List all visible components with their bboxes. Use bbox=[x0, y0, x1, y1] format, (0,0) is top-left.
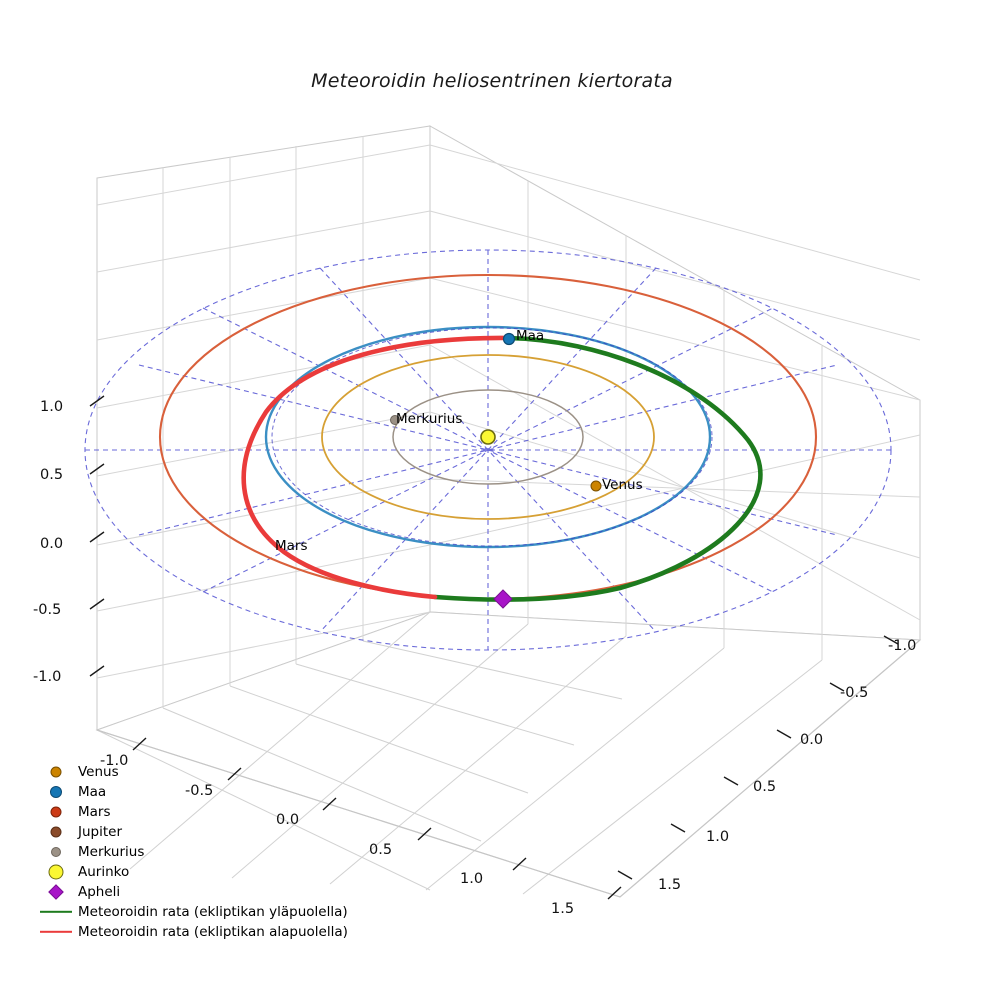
marker-merkurius bbox=[390, 415, 400, 425]
legend-label: Meteoroidin rata (ekliptikan alapuolella… bbox=[78, 924, 348, 940]
body-markers bbox=[390, 332, 602, 609]
annotation-mars: Mars bbox=[275, 538, 308, 554]
marker-venus bbox=[590, 480, 602, 492]
circle-marker-icon bbox=[38, 842, 74, 862]
page-title: Meteoroidin heliosentrinen kiertorata bbox=[311, 70, 673, 92]
diamond-marker-icon bbox=[38, 882, 74, 902]
orbit-maa-dashed bbox=[271, 327, 713, 547]
legend-label: Mars bbox=[78, 804, 111, 820]
line-marker-icon bbox=[38, 922, 74, 942]
z-tick-1: 1.0 bbox=[40, 399, 64, 415]
y-tick-3: 0.0 bbox=[800, 732, 824, 748]
annotation-merkurius: Merkurius bbox=[396, 411, 463, 427]
x-tick-5: 1.0 bbox=[460, 871, 484, 887]
circle-marker-icon bbox=[38, 802, 74, 822]
z-tick-2: 0.5 bbox=[40, 467, 64, 483]
x-tick-4: 0.5 bbox=[369, 842, 393, 858]
legend-label: Apheli bbox=[78, 884, 121, 900]
meteoroid-orbit-below bbox=[241, 335, 511, 600]
z-tick-4: -0.5 bbox=[33, 602, 62, 618]
legend-label: Aurinko bbox=[78, 864, 130, 880]
z-tick-5: -1.0 bbox=[33, 669, 62, 685]
marker-aurinko bbox=[480, 429, 496, 445]
legend-item-jupiter[interactable]: Jupiter bbox=[38, 822, 368, 842]
axis-ticks bbox=[89, 395, 899, 900]
orbit-venus bbox=[321, 354, 655, 520]
circle-marker-icon bbox=[38, 762, 74, 782]
meteoroid-orbit bbox=[241, 335, 763, 602]
y-tick-6: 1.5 bbox=[658, 877, 682, 893]
legend-item-apheli[interactable]: Apheli bbox=[38, 882, 368, 902]
legend-item-maa[interactable]: Maa bbox=[38, 782, 368, 802]
x-tick-1: -1.0 bbox=[100, 753, 129, 769]
y-tick-1: -1.0 bbox=[888, 638, 917, 654]
sun-marker-icon bbox=[38, 862, 74, 882]
x-tick-6: 1.5 bbox=[551, 901, 575, 917]
orbit-maa bbox=[264, 325, 712, 549]
legend-label: Venus bbox=[78, 764, 119, 780]
circle-marker-icon bbox=[38, 782, 74, 802]
y-tick-4: 0.5 bbox=[753, 779, 777, 795]
legend-label: Maa bbox=[78, 784, 107, 800]
marker-maa bbox=[502, 332, 516, 346]
legend-item-mars[interactable]: Mars bbox=[38, 802, 368, 822]
x-tick-3: 0.0 bbox=[276, 812, 300, 828]
line-marker-icon bbox=[38, 902, 74, 922]
legend-item-aurinko[interactable]: Aurinko bbox=[38, 862, 368, 882]
annotation-maa: Maa bbox=[516, 328, 545, 344]
x-tick-2: -0.5 bbox=[185, 783, 214, 799]
circle-marker-icon bbox=[38, 822, 74, 842]
meteoroid-orbit-above bbox=[432, 335, 763, 602]
reference-grid-polar bbox=[84, 249, 892, 651]
legend-item-venus[interactable]: Venus bbox=[38, 762, 368, 782]
legend-label: Merkurius bbox=[78, 844, 145, 860]
orbit-merkurius bbox=[392, 389, 584, 485]
z-tick-3: 0.0 bbox=[40, 536, 64, 552]
y-tick-2: -0.5 bbox=[840, 685, 869, 701]
legend-label: Jupiter bbox=[78, 824, 123, 840]
annotation-venus: Venus bbox=[602, 477, 643, 493]
axes3d-panes bbox=[95, 125, 922, 898]
legend-item-merkurius[interactable]: Merkurius bbox=[38, 842, 368, 862]
legend-label: Meteoroidin rata (ekliptikan yläpuolella… bbox=[78, 904, 348, 920]
legend: Venus Maa Mars Jupiter Merkurius bbox=[38, 762, 368, 942]
legend-item-meteoroid-below[interactable]: Meteoroidin rata (ekliptikan alapuolella… bbox=[38, 922, 368, 942]
marker-apheli bbox=[493, 589, 513, 609]
y-tick-5: 1.0 bbox=[706, 829, 730, 845]
legend-item-meteoroid-above[interactable]: Meteoroidin rata (ekliptikan yläpuolella… bbox=[38, 902, 368, 922]
